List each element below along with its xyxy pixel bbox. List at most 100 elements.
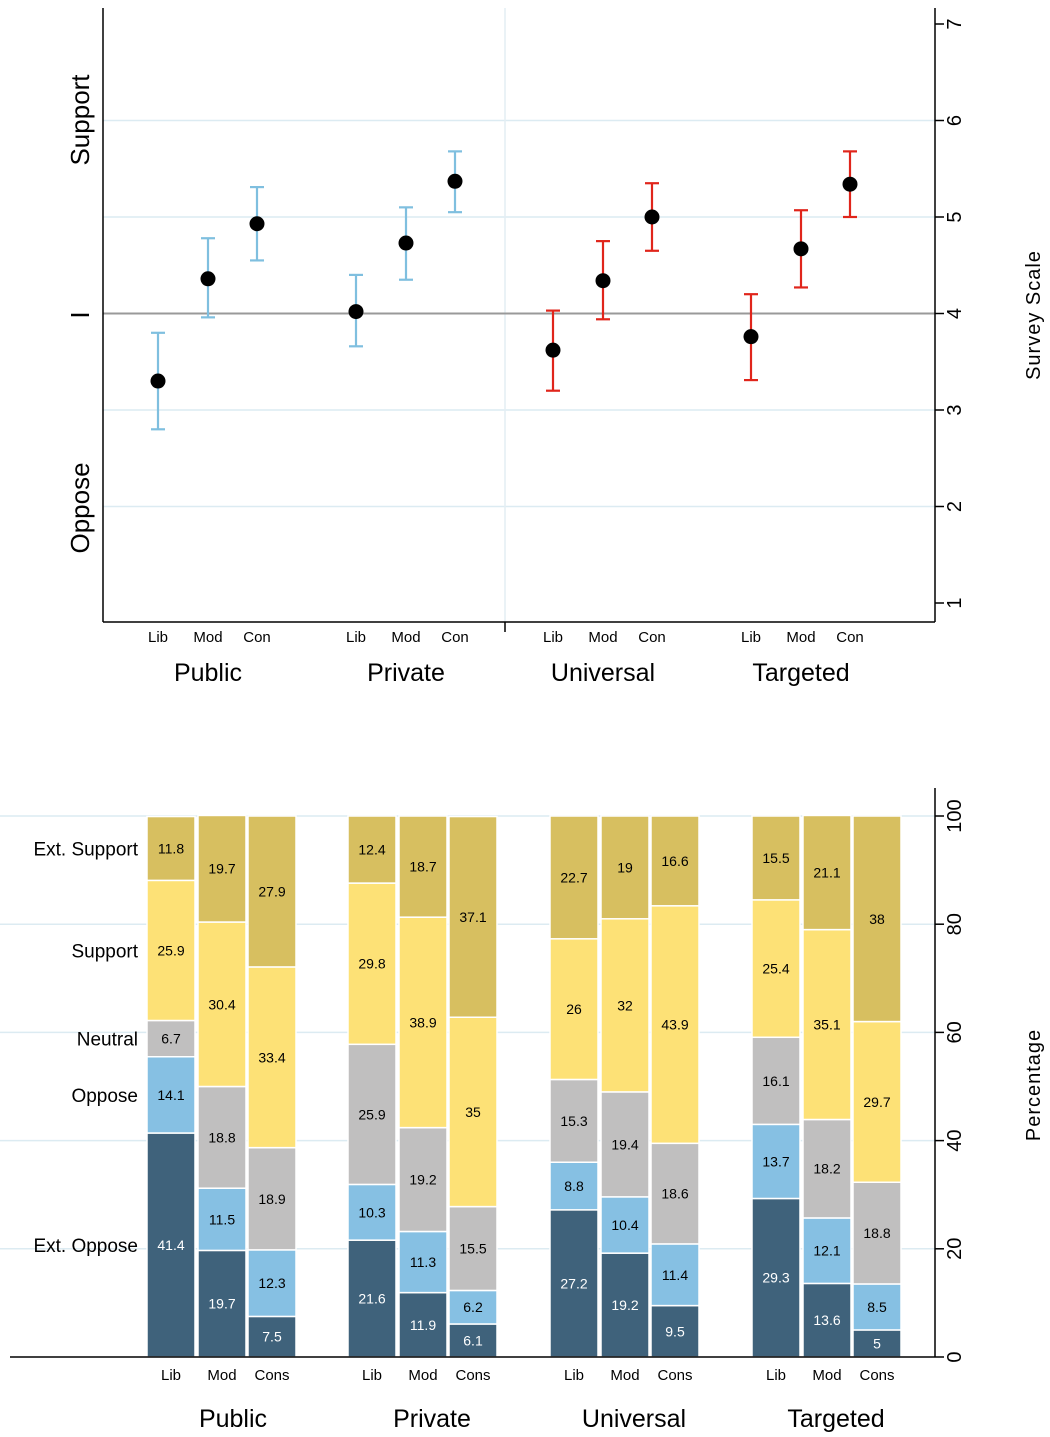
data-label: 6.7 — [161, 1031, 181, 1047]
data-label: 29.8 — [358, 956, 385, 972]
x-tick-label: Mod — [588, 629, 617, 646]
data-point — [348, 304, 364, 320]
bar-segment — [751, 1036, 801, 1126]
bar-segment — [197, 814, 247, 923]
bar-segment — [146, 879, 196, 1022]
group-label: Universal — [551, 659, 655, 687]
data-point — [842, 176, 858, 192]
data-label: 11.5 — [209, 1211, 235, 1227]
x-tick-label: Mod — [610, 1367, 639, 1384]
left-axis-label: Oppose — [65, 462, 95, 553]
bar-segment — [600, 815, 650, 920]
data-label: 18.8 — [208, 1129, 235, 1145]
x-tick-label: Lib — [346, 629, 366, 646]
x-tick-label: Cons — [657, 1367, 692, 1384]
x-tick-label: Lib — [766, 1367, 786, 1384]
group-label: Private — [393, 1405, 471, 1433]
bar-segment — [600, 1091, 650, 1198]
group-label: Private — [367, 659, 445, 687]
bar-segment — [247, 1315, 297, 1358]
bar-segment — [347, 882, 397, 1046]
x-tick-label: Lib — [362, 1367, 382, 1384]
x-tick-label: Lib — [543, 629, 563, 646]
x-tick-label: Mod — [391, 629, 420, 646]
y-tick-label: 3 — [944, 404, 966, 415]
data-label: 18.9 — [258, 1191, 285, 1207]
x-tick-label: Lib — [741, 629, 761, 646]
data-label: 15.5 — [762, 850, 789, 866]
bar-segment — [802, 814, 852, 931]
data-label: 13.6 — [813, 1312, 840, 1328]
segment-label: Ext. Support — [33, 839, 138, 860]
data-label: 15.5 — [459, 1241, 486, 1257]
bar-segment — [650, 815, 700, 907]
data-point — [249, 216, 265, 232]
data-label: 19.7 — [208, 861, 235, 877]
data-label: 22.7 — [560, 869, 587, 885]
x-tick-label: Mod — [408, 1367, 437, 1384]
data-point — [200, 271, 216, 287]
data-label: 19.4 — [611, 1136, 638, 1152]
x-tick-label: Mod — [207, 1367, 236, 1384]
data-label: 43.9 — [661, 1017, 688, 1033]
x-tick-label: Cons — [254, 1367, 289, 1384]
bar-segment — [650, 1142, 700, 1245]
data-label: 18.8 — [863, 1225, 890, 1241]
segment-label: Neutral — [77, 1030, 138, 1051]
data-label: 35.1 — [813, 1017, 840, 1033]
group-label: Universal — [582, 1405, 686, 1433]
data-label: 35 — [465, 1104, 481, 1120]
data-label: 8.5 — [867, 1299, 887, 1315]
bar-segment — [247, 815, 297, 968]
data-label: 21.1 — [813, 865, 840, 881]
data-label: 19 — [617, 859, 633, 875]
data-label: 38.9 — [409, 1014, 436, 1030]
x-tick-label: Cons — [859, 1367, 894, 1384]
bar-segment — [347, 1183, 397, 1241]
data-label: 30.4 — [208, 996, 235, 1012]
y-tick-label: 4 — [944, 308, 966, 319]
data-label: 11.8 — [158, 840, 184, 856]
data-label: 16.6 — [661, 853, 688, 869]
y-tick-label: 80 — [944, 913, 966, 935]
data-point — [545, 342, 561, 358]
x-tick-label: Con — [243, 629, 271, 646]
data-label: 21.6 — [358, 1291, 385, 1307]
y-tick-label: 1 — [944, 597, 966, 608]
data-label: 19.2 — [611, 1297, 638, 1313]
group-label: Public — [199, 1405, 267, 1433]
bar-segment — [549, 1161, 599, 1211]
data-label: 12.1 — [813, 1243, 840, 1259]
bar-segment — [146, 1055, 196, 1134]
data-label: 16.1 — [762, 1073, 789, 1089]
bar-segment — [398, 815, 448, 918]
data-label: 7.5 — [262, 1329, 282, 1345]
x-tick-label: Con — [441, 629, 469, 646]
x-tick-label: Lib — [148, 629, 168, 646]
bar-segment — [852, 1329, 902, 1358]
y-tick-label: 20 — [944, 1238, 966, 1260]
bar-segment — [802, 1282, 852, 1358]
data-point — [447, 173, 463, 189]
y-tick-label: 7 — [944, 18, 966, 29]
data-label: 38 — [869, 911, 885, 927]
data-label: 29.7 — [863, 1094, 890, 1110]
bar-segment — [448, 1016, 498, 1208]
bar-segment — [398, 1230, 448, 1294]
data-label: 12.3 — [258, 1275, 285, 1291]
data-label: 33.4 — [258, 1049, 285, 1065]
group-label: Public — [174, 659, 242, 687]
bar-segment — [600, 1196, 650, 1254]
data-label: 29.3 — [762, 1270, 789, 1286]
data-label: 25.9 — [358, 1106, 385, 1122]
data-label: 9.5 — [665, 1323, 685, 1339]
data-label: 13.7 — [762, 1153, 789, 1169]
data-label: 18.2 — [813, 1161, 840, 1177]
y-tick-label: 5 — [944, 211, 966, 222]
bar-segment — [448, 1205, 498, 1292]
data-label: 5 — [873, 1335, 881, 1351]
bar-segment — [549, 815, 599, 940]
y-axis-title: Survey Scale — [1023, 250, 1045, 380]
x-tick-label: Mod — [812, 1367, 841, 1384]
bar-segment — [247, 1146, 297, 1251]
